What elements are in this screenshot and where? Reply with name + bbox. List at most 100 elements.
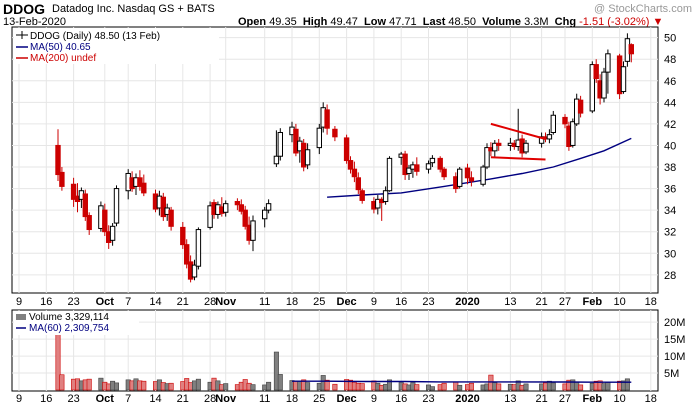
candle xyxy=(375,195,381,215)
x-tick-label-bottom: 18 xyxy=(645,393,657,405)
x-tick-label: 23 xyxy=(422,296,434,308)
candle-body xyxy=(343,137,350,162)
candle xyxy=(492,140,498,158)
candle-body xyxy=(496,142,502,146)
candle xyxy=(250,215,256,252)
candle-body xyxy=(601,71,607,99)
price-y-ticks: 28 30 32 34 36 38 40 42 44 46 48 50 xyxy=(664,33,676,282)
x-tick-label: 23 xyxy=(67,296,79,308)
y-tick-label: 30 xyxy=(664,248,676,260)
candle xyxy=(234,198,241,211)
candle-body xyxy=(457,168,463,187)
candle-body xyxy=(538,136,545,144)
candle xyxy=(382,186,389,205)
candle xyxy=(480,164,486,187)
candle-body xyxy=(628,44,634,55)
x-tick-label: 13 xyxy=(504,296,516,308)
candle-body xyxy=(141,182,147,194)
candle xyxy=(347,156,354,174)
volume-y-tick-label: 15M xyxy=(664,334,685,346)
x-tick-label: 25 xyxy=(313,296,325,308)
candle xyxy=(141,174,147,197)
volume-bar xyxy=(468,382,474,391)
candle xyxy=(238,199,245,215)
candle xyxy=(429,155,436,168)
x-tick-label: 21 xyxy=(177,296,189,308)
ma50-layer xyxy=(327,137,632,198)
x-tick-label-bottom: Dec xyxy=(337,393,357,405)
quote-stats: Open 49.35 High 49.47 Low 47.71 Last 48.… xyxy=(238,16,663,28)
x-tick-label-bottom: 7 xyxy=(125,393,131,405)
x-tick-label-bottom: Feb xyxy=(583,393,603,405)
legend-ma200: MA(200) undef xyxy=(16,53,96,64)
volume-y-tick-label: 10M xyxy=(664,351,685,363)
y-tick-label: 34 xyxy=(664,205,676,217)
open-value: 49.35 xyxy=(269,16,297,28)
volume-bar xyxy=(624,378,630,391)
y-tick-label: 28 xyxy=(664,270,676,282)
trendlines xyxy=(490,122,546,161)
candle-body xyxy=(359,190,365,201)
candle xyxy=(59,167,65,191)
volume-y-ticks: 5M 10M 15M 20M xyxy=(664,317,685,380)
candle-body xyxy=(70,183,77,200)
quote-date: 13-Feb-2020 xyxy=(3,16,66,28)
candle xyxy=(180,221,186,249)
legend-vma60: MA(60) 2,309,754 xyxy=(16,323,109,334)
candle-body xyxy=(425,163,432,170)
candle xyxy=(262,206,268,228)
candle-body xyxy=(180,226,186,246)
candle-body xyxy=(375,198,381,209)
volume-y-tick-label: 5M xyxy=(664,368,679,380)
volume-bar xyxy=(141,380,147,391)
candle xyxy=(70,177,77,207)
candles xyxy=(55,33,634,283)
x-tick-label: 7 xyxy=(125,296,131,308)
y-tick-label: 36 xyxy=(664,184,676,196)
last-value: 48.50 xyxy=(448,16,476,28)
ticker-symbol: DDOG xyxy=(3,1,45,17)
open-label: Open xyxy=(238,16,267,28)
candle xyxy=(332,126,338,142)
candle-body xyxy=(406,167,412,174)
candle xyxy=(113,185,120,227)
candle xyxy=(605,49,611,94)
candle xyxy=(570,118,576,148)
price-panel-frame xyxy=(11,26,659,294)
volume-bar xyxy=(195,378,201,391)
legend-price: DDOG (Daily) 48.50 (13 Feb) xyxy=(16,31,160,42)
candle xyxy=(628,43,634,63)
candle xyxy=(137,170,143,191)
candle xyxy=(207,201,213,230)
x-tick-label: 9 xyxy=(16,296,22,308)
ma50-line xyxy=(327,137,632,198)
x-tick-label-bottom: 21 xyxy=(535,393,547,405)
x-tick-label: Nov xyxy=(215,296,237,308)
candle xyxy=(550,110,556,135)
candle-body xyxy=(273,155,280,165)
y-tick-label: 32 xyxy=(664,227,676,239)
candle xyxy=(273,130,280,168)
x-axis-labels-top: 9 16 23 Oct 7 14 21 28 Nov 11 18 25 Dec 9 16 23 2020 13 21… xyxy=(16,296,657,308)
trendline xyxy=(490,156,546,161)
candle xyxy=(414,157,420,176)
candle-body xyxy=(207,205,213,228)
candle xyxy=(191,259,198,281)
x-tick-label-bottom: 14 xyxy=(149,393,161,405)
volume-bar xyxy=(305,382,311,391)
volume-bars xyxy=(55,318,630,391)
candle-body xyxy=(160,196,167,218)
candle-body xyxy=(332,128,338,138)
candle-body xyxy=(324,109,330,129)
candle xyxy=(359,188,365,204)
volume-y-tick-label: 20M xyxy=(664,317,685,329)
candle-body xyxy=(570,121,576,146)
volume-bar xyxy=(277,374,283,391)
candle-body xyxy=(382,190,389,203)
candle xyxy=(406,164,412,180)
candle xyxy=(468,171,475,187)
candle xyxy=(464,163,471,185)
volume-legend-box xyxy=(14,311,139,335)
candle xyxy=(242,205,248,230)
candle-body xyxy=(464,167,471,179)
